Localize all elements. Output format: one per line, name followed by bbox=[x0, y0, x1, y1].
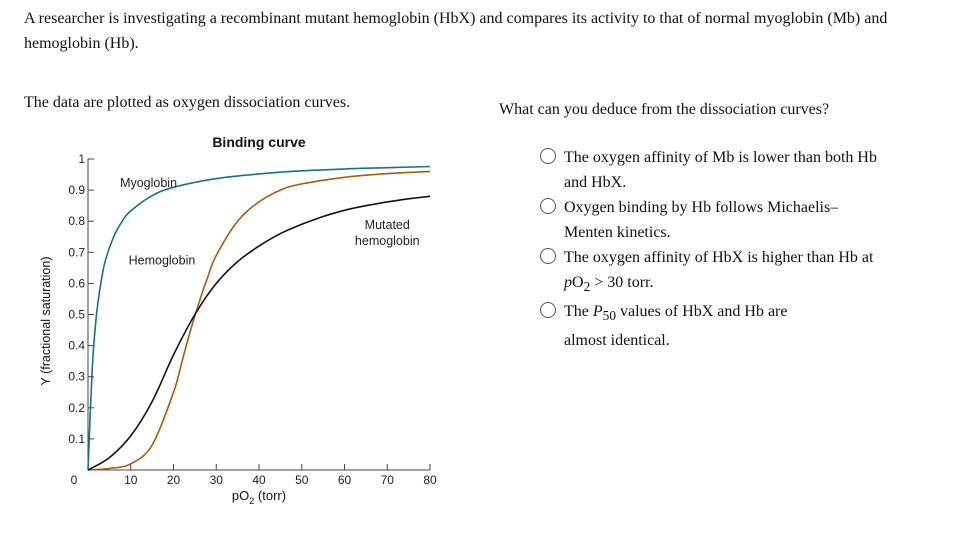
option-text: Oxygen binding by Hb follows Michaelis– bbox=[564, 199, 839, 216]
option-hbx-affinity[interactable]: The oxygen affinity of HbX is higher tha… bbox=[540, 245, 940, 299]
curve-hemoglobin bbox=[87, 170, 431, 471]
y-tick-label: 0.7 bbox=[68, 245, 85, 259]
curve-myoglobin bbox=[87, 165, 431, 471]
option-text-rest: > 30 torr. bbox=[590, 274, 654, 291]
radio-button[interactable] bbox=[540, 148, 556, 164]
option-text: The P50 values of HbX and Hb are bbox=[564, 299, 940, 328]
y-tick-label: 0.4 bbox=[68, 339, 85, 353]
data-note: The data are plotted as oxygen dissociat… bbox=[24, 94, 351, 111]
option-text: The oxygen affinity of HbX is higher tha… bbox=[564, 249, 874, 266]
radio-button[interactable] bbox=[540, 248, 556, 264]
x-axis-label-sub: 2 bbox=[249, 496, 254, 506]
y-axis-label: Y (fractional saturation) bbox=[39, 257, 53, 386]
y-tick-label: 0.3 bbox=[68, 370, 85, 384]
series-label-hemoglobin: Hemoglobin bbox=[129, 254, 196, 268]
option-subscript: 50 bbox=[602, 308, 616, 324]
binding-curve-chart: Binding curve Y (fractional saturation) … bbox=[39, 134, 437, 506]
option-text: and HbX. bbox=[564, 174, 627, 191]
question-text: What can you deduce from the dissociatio… bbox=[499, 101, 830, 118]
option-o: O bbox=[572, 274, 584, 291]
radio-button[interactable] bbox=[540, 198, 556, 214]
x-tick-label: 60 bbox=[338, 473, 352, 487]
series-label-mutated-hemoglobin: Mutated bbox=[365, 218, 410, 232]
x-axis-label: pO2 (torr) bbox=[232, 488, 286, 506]
series-label-myoglobin: Myoglobin bbox=[120, 176, 177, 190]
y-tick-label: 0.8 bbox=[68, 214, 85, 228]
x-tick-label: 40 bbox=[252, 473, 266, 487]
option-text-pre: The bbox=[564, 303, 593, 321]
y-tick-label: 0.2 bbox=[68, 401, 85, 415]
answer-options: The oxygen affinity of Mb is lower than … bbox=[540, 145, 940, 353]
y-tick-label: 0.6 bbox=[68, 276, 85, 290]
y-tick-label: 0.1 bbox=[68, 432, 85, 446]
x-tick-label: 0 bbox=[71, 473, 78, 487]
option-text: The oxygen affinity of Mb is lower than … bbox=[564, 149, 877, 166]
y-tick-label: 0.5 bbox=[68, 308, 85, 322]
chart-title: Binding curve bbox=[212, 134, 306, 150]
chart-axes: 0.10.20.30.40.50.60.70.80.910 10 20 30 40 50 6… bbox=[68, 152, 437, 487]
x-tick-label: 30 bbox=[210, 473, 224, 487]
chart-series-labels: Myoglobin Hemoglobin Mutated hemoglobin bbox=[120, 176, 420, 268]
x-tick-label: 50 bbox=[295, 473, 309, 487]
curve-mutated-hemoglobin bbox=[87, 195, 431, 471]
x-axis-label-po: pO bbox=[232, 488, 249, 503]
series-label-mutated-hemoglobin: hemoglobin bbox=[355, 234, 420, 248]
option-italic-p: p bbox=[564, 274, 572, 291]
option-text: pO2 > 30 torr. bbox=[564, 270, 940, 299]
chart-curves bbox=[87, 165, 431, 471]
radio-button[interactable] bbox=[540, 302, 556, 319]
x-tick-label: 20 bbox=[167, 473, 181, 487]
problem-intro: A researcher is investigating a recombin… bbox=[24, 10, 888, 52]
y-tick-label: 0.9 bbox=[68, 183, 85, 197]
option-text: Menten kinetics. bbox=[564, 224, 671, 241]
y-tick-label: 1 bbox=[78, 152, 85, 166]
option-italic-p: P bbox=[592, 303, 603, 321]
option-text: almost identical. bbox=[564, 332, 670, 350]
option-text-rest: values of HbX and Hb are bbox=[615, 303, 788, 321]
x-tick-label: 70 bbox=[381, 473, 395, 487]
x-tick-label: 10 bbox=[124, 473, 138, 487]
x-tick-label: 80 bbox=[423, 473, 437, 487]
x-axis-label-unit: (torr) bbox=[254, 488, 286, 503]
option-mb-affinity[interactable]: The oxygen affinity of Mb is lower than … bbox=[540, 145, 940, 195]
option-subscript: 2 bbox=[583, 279, 591, 295]
option-michaelis-menten[interactable]: Oxygen binding by Hb follows Michaelis– … bbox=[540, 195, 940, 245]
option-p50-values[interactable]: The P50 values of HbX and Hb are almost … bbox=[540, 299, 940, 353]
